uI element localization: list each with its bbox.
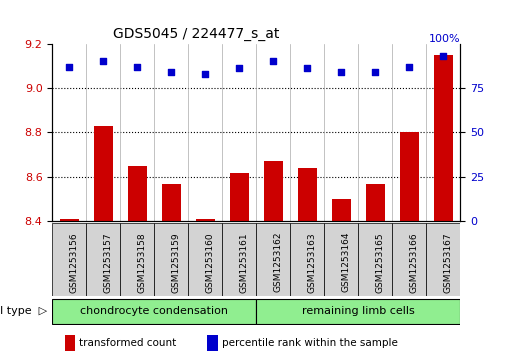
Text: GSM1253167: GSM1253167 xyxy=(444,232,452,293)
Point xyxy=(99,58,108,64)
Text: GSM1253156: GSM1253156 xyxy=(69,232,78,293)
Bar xyxy=(264,162,282,221)
Bar xyxy=(366,184,384,221)
Bar xyxy=(426,223,460,296)
Bar xyxy=(332,199,350,221)
Text: remaining limb cells: remaining limb cells xyxy=(302,306,415,316)
Bar xyxy=(188,223,222,296)
Text: GDS5045 / 224477_s_at: GDS5045 / 224477_s_at xyxy=(113,27,280,41)
Bar xyxy=(256,299,460,323)
Point xyxy=(269,58,277,64)
Bar xyxy=(52,299,256,323)
Bar xyxy=(162,184,180,221)
Bar xyxy=(298,168,316,221)
Text: transformed count: transformed count xyxy=(79,338,176,348)
Point xyxy=(439,53,447,59)
Bar xyxy=(324,223,358,296)
Point xyxy=(405,64,413,70)
Text: GSM1253159: GSM1253159 xyxy=(171,232,180,293)
Text: 100%: 100% xyxy=(429,33,460,44)
Bar xyxy=(290,223,324,296)
Bar xyxy=(207,335,218,351)
Text: GSM1253160: GSM1253160 xyxy=(205,232,214,293)
Point xyxy=(167,69,175,75)
Bar xyxy=(256,223,290,296)
Point xyxy=(337,69,345,75)
Text: GSM1253163: GSM1253163 xyxy=(307,232,316,293)
Bar xyxy=(434,55,452,221)
Point xyxy=(65,64,73,70)
Text: GSM1253157: GSM1253157 xyxy=(103,232,112,293)
Point xyxy=(303,66,311,72)
Bar xyxy=(358,223,392,296)
Bar xyxy=(154,223,188,296)
Text: GSM1253166: GSM1253166 xyxy=(409,232,418,293)
Bar xyxy=(222,223,256,296)
Bar xyxy=(64,335,75,351)
Text: GSM1253164: GSM1253164 xyxy=(341,232,350,293)
Text: chondrocyte condensation: chondrocyte condensation xyxy=(81,306,228,316)
Text: GSM1253162: GSM1253162 xyxy=(273,232,282,293)
Point xyxy=(133,64,141,70)
Bar xyxy=(128,166,146,221)
Bar xyxy=(230,172,248,221)
Point xyxy=(235,66,243,72)
Text: GSM1253165: GSM1253165 xyxy=(375,232,384,293)
Text: GSM1253161: GSM1253161 xyxy=(239,232,248,293)
Bar xyxy=(60,219,78,221)
Bar xyxy=(120,223,154,296)
Text: cell type  ▷: cell type ▷ xyxy=(0,306,47,316)
Point xyxy=(371,69,379,75)
Bar xyxy=(86,223,120,296)
Bar xyxy=(94,126,112,221)
Bar xyxy=(392,223,426,296)
Bar xyxy=(400,132,418,221)
Point xyxy=(201,71,209,77)
Text: GSM1253158: GSM1253158 xyxy=(137,232,146,293)
Bar xyxy=(196,219,214,221)
Bar xyxy=(52,223,86,296)
Text: percentile rank within the sample: percentile rank within the sample xyxy=(222,338,397,348)
